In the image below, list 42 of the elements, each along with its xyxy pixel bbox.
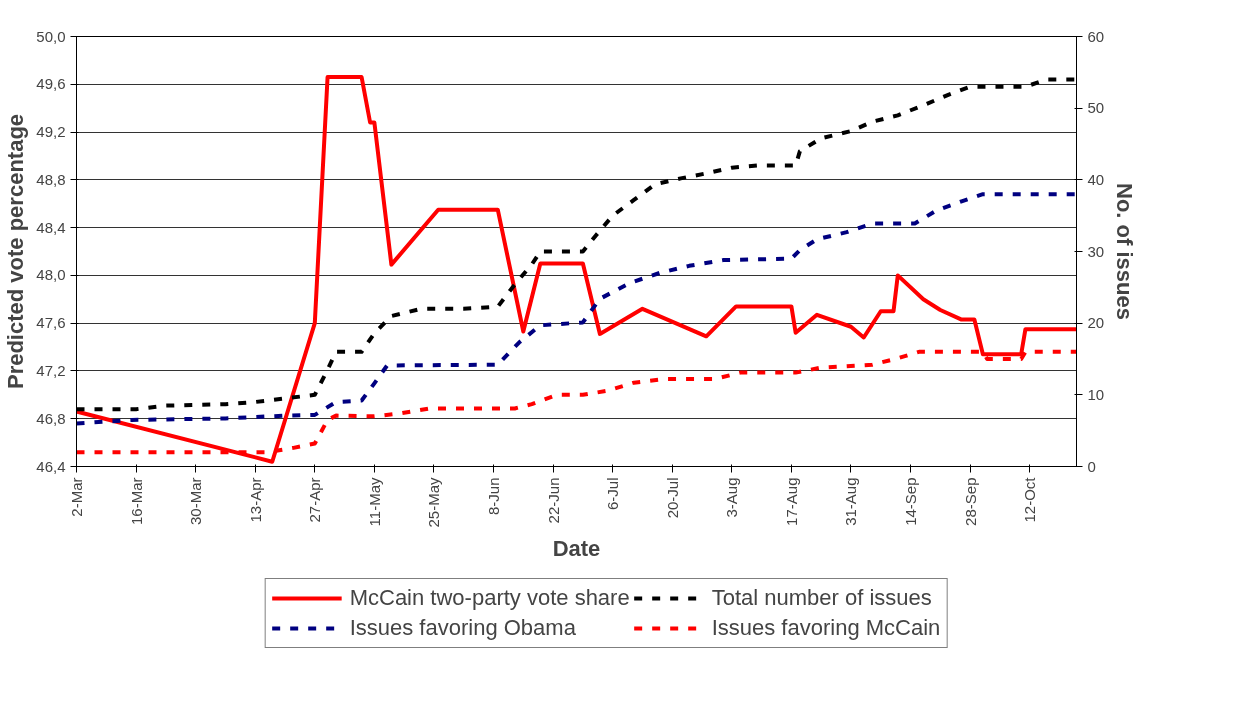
- y-tick-label: 46,4: [36, 457, 66, 475]
- y2-tick-label: 50: [1087, 99, 1105, 117]
- y-tick-label: 48,8: [36, 170, 66, 188]
- y-tick-label: 47,2: [36, 361, 66, 379]
- x-tick-label: 28-Sep: [961, 477, 979, 526]
- legend-label: McCain two-party vote share: [349, 585, 630, 611]
- x-tick-label: 8-Jun: [485, 477, 503, 516]
- x-axis-title: Date: [552, 535, 601, 561]
- y2-tick-label: 40: [1087, 170, 1105, 188]
- x-tick-label: 2-Mar: [68, 477, 85, 517]
- x-tick-label: 22-Jun: [544, 477, 562, 524]
- x-tick-label: 14-Sep: [902, 477, 920, 526]
- y-tick-label: 49,6: [36, 75, 66, 93]
- y-axis-title: Predicted vote percentage: [3, 113, 29, 390]
- legend-label: Issues favoring Obama: [349, 615, 576, 641]
- legend-label: Issues favoring McCain: [711, 615, 941, 641]
- x-tick-label: 27-Apr: [306, 477, 324, 523]
- x-tick-label: 12-Oct: [1021, 476, 1039, 523]
- y-tick-label: 46,8: [36, 409, 66, 427]
- y2-tick-label: 10: [1087, 385, 1105, 403]
- x-tick-label: 17-Aug: [782, 477, 800, 526]
- y2-tick-label: 30: [1087, 242, 1105, 260]
- x-tick-label: 30-Mar: [187, 477, 205, 526]
- y2-tick-label: 20: [1087, 314, 1105, 332]
- legend-label: Total number of issues: [711, 585, 932, 611]
- y2-tick-label: 0: [1087, 457, 1096, 475]
- x-tick-label: 31-Aug: [842, 477, 860, 526]
- y-tick-label: 49,2: [36, 123, 66, 141]
- x-tick-label: 13-Apr: [246, 477, 264, 523]
- x-tick-label: 6-Jul: [604, 477, 622, 511]
- x-tick-label: 25-May: [425, 477, 443, 528]
- y-tick-label: 50,0: [36, 27, 66, 45]
- y-tick-label: 47,6: [36, 314, 66, 332]
- x-tick-label: 3-Aug: [723, 477, 741, 518]
- y2-axis-title: No. of issues: [1112, 183, 1138, 320]
- y2-tick-label: 60: [1087, 27, 1105, 45]
- y-tick-label: 48,4: [36, 218, 66, 236]
- x-tick-label: 11-May: [365, 477, 383, 527]
- y-tick-label: 48,0: [36, 266, 66, 284]
- x-tick-label: 20-Jul: [663, 477, 681, 519]
- line-series: [76, 192, 1077, 426]
- x-tick-label: 16-Mar: [127, 477, 145, 526]
